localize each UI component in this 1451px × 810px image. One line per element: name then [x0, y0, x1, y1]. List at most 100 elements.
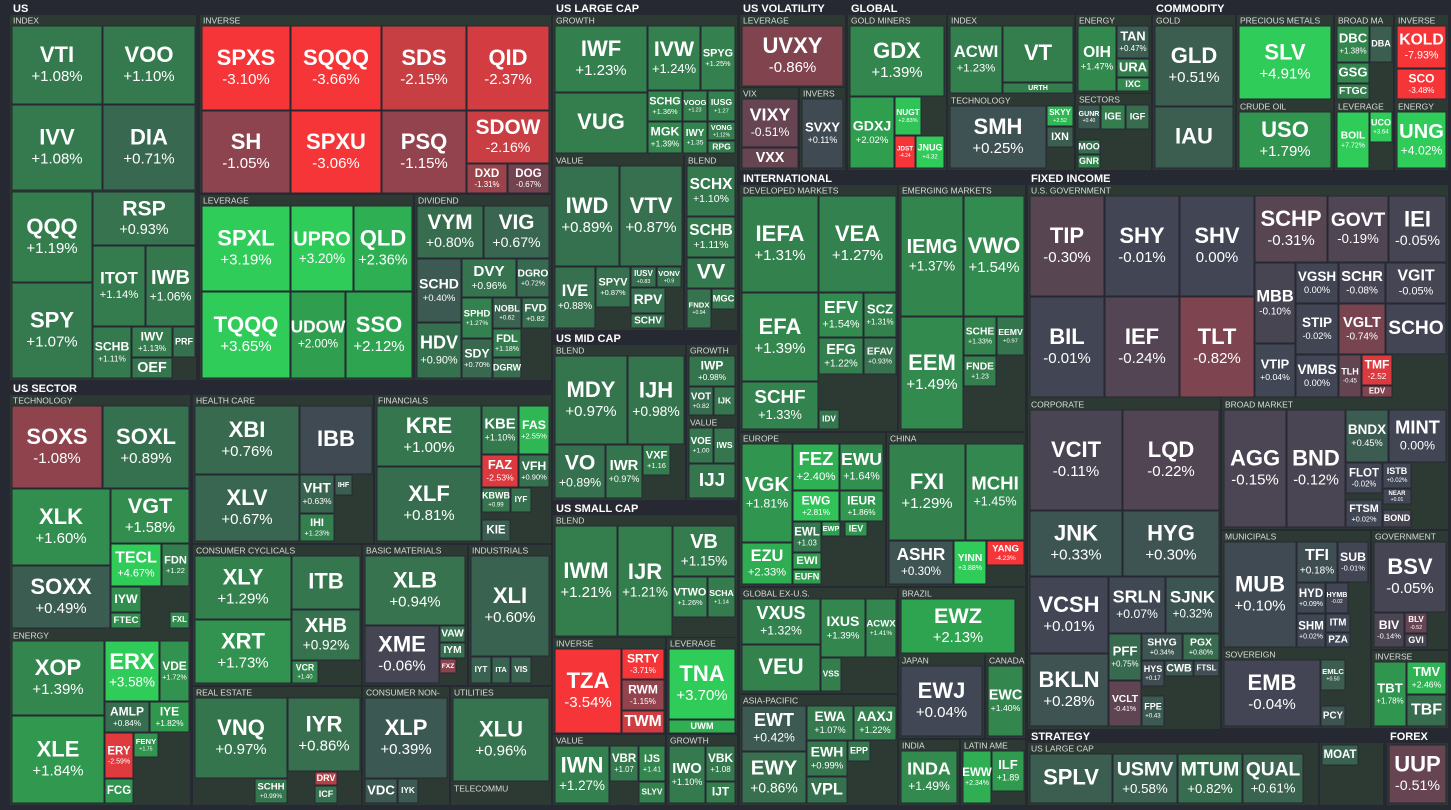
tile [201, 110, 291, 194]
tile [1029, 296, 1105, 398]
value-label: +1.15% [681, 554, 727, 569]
value-label: +1.60% [35, 530, 86, 547]
tile [1382, 488, 1412, 505]
tile [291, 555, 361, 610]
ticker: SPXS [217, 45, 276, 70]
value-label: -0.10% [1259, 307, 1291, 318]
tile [1077, 25, 1117, 92]
value-label: +1.81% [746, 497, 788, 511]
ticker: ERX [109, 649, 155, 674]
tile [1046, 126, 1074, 148]
ticker: PSQ [401, 129, 447, 154]
ticker: IWV [141, 329, 164, 343]
ticker: ICF [319, 789, 334, 799]
tile [1104, 195, 1180, 297]
value-label: +1.82% [156, 719, 184, 728]
ticker: FEZ [799, 448, 834, 469]
tile [1382, 462, 1412, 489]
value-label: +0.88% [558, 301, 592, 312]
tile [133, 732, 159, 758]
section-header: LATIN AME [964, 740, 1008, 750]
section-header: FINANCIALS [378, 395, 428, 405]
value-label: +0.75% [1111, 659, 1138, 668]
tile [847, 740, 871, 762]
ticker: DBA [1371, 38, 1391, 48]
tile [466, 163, 508, 194]
ticker: SH [231, 129, 262, 154]
tile [888, 443, 966, 541]
tile [1116, 77, 1150, 92]
ticker: IUSG [711, 97, 732, 107]
tile [741, 25, 844, 87]
tile [1108, 576, 1166, 634]
ticker: EEM [908, 350, 956, 375]
ticker: SOXX [30, 574, 91, 599]
ticker: SVXY [805, 120, 840, 135]
tile [630, 287, 666, 314]
ticker: SSO [356, 312, 402, 337]
tile [554, 165, 620, 267]
tile [1029, 576, 1109, 654]
ticker: VXF [646, 449, 668, 461]
ticker: SPYV [598, 276, 628, 288]
tile [1182, 633, 1220, 661]
ticker: TQQQ [214, 312, 279, 337]
ticker: EWY [751, 758, 798, 780]
ticker: VIS [514, 665, 528, 674]
value-label: +1.31% [754, 247, 805, 264]
ticker: TMF [1365, 357, 1390, 371]
value-label: +1.16 [647, 461, 666, 470]
ticker: KRE [406, 413, 452, 438]
tile [806, 740, 848, 777]
ticker: EFG [826, 342, 856, 358]
ticker: XLU [479, 716, 523, 741]
ticker: IWM [563, 558, 608, 583]
tile [741, 598, 821, 645]
value-label: +0.94 [692, 310, 705, 316]
ticker: BLV [1408, 615, 1424, 624]
value-label: +2.40% [797, 471, 836, 483]
tile [149, 701, 190, 733]
value-label: -3.06% [312, 155, 360, 172]
tile [1373, 661, 1407, 727]
ticker: RPV [634, 291, 663, 307]
ticker: SPXL [217, 225, 274, 250]
value-label: +0.04% [1260, 372, 1290, 382]
ticker: FCG [107, 785, 131, 797]
value-label: +1.40% [991, 703, 1021, 713]
tile [492, 297, 522, 329]
ticker: DBC [1339, 31, 1368, 46]
value-label: 0.00% [1196, 249, 1239, 266]
ticker: VT [1024, 40, 1053, 65]
value-label: +1.35 [687, 140, 704, 147]
tile [299, 405, 373, 475]
tile [483, 205, 550, 259]
value-label: +1.31% [866, 317, 893, 326]
ticker: IHF [338, 482, 350, 489]
value-label: +0.81% [403, 507, 454, 524]
tile [290, 205, 354, 292]
value-label: +0.40% [423, 293, 456, 304]
section-header: INVERSE [1375, 651, 1413, 661]
value-label: +1.00% [403, 439, 454, 456]
ticker: SPYG [703, 47, 733, 59]
value-label: +1.10% [672, 777, 703, 787]
tile [1108, 680, 1142, 727]
tile [1193, 660, 1220, 677]
tile [949, 25, 1003, 94]
ticker: URA [1119, 59, 1147, 74]
section-header: VALUE [556, 735, 584, 745]
tile [1104, 296, 1180, 398]
ticker: BSV [1387, 554, 1433, 579]
ticker: TLH [1341, 367, 1359, 377]
section-header: BLEND [688, 155, 716, 165]
section-header: LEVERAGE [1338, 101, 1384, 111]
tile [1388, 195, 1447, 263]
ticker: TLT [1198, 324, 1237, 349]
tile [1396, 111, 1447, 169]
value-label: +1.45% [973, 495, 1016, 509]
ticker: ITB [308, 568, 343, 593]
value-label: +0.98% [698, 373, 726, 382]
ticker: TIP [1050, 223, 1084, 248]
ticker: BKLN [1038, 667, 1099, 692]
